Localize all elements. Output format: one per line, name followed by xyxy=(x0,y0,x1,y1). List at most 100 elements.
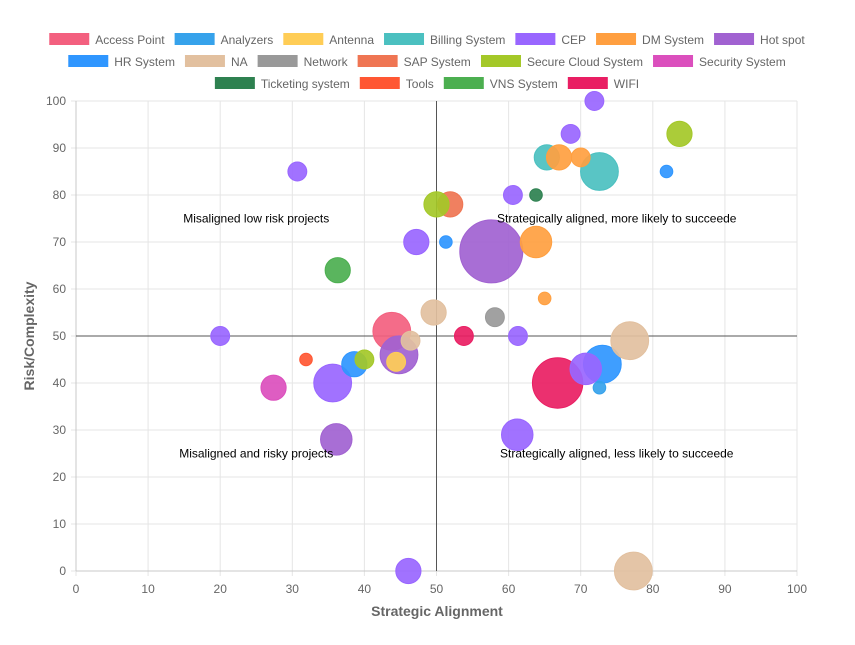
bubble-tools[interactable] xyxy=(299,352,313,367)
bubble-wifi[interactable] xyxy=(453,326,474,346)
bubble-hot-spot[interactable] xyxy=(459,219,524,284)
reference-lines xyxy=(76,101,797,571)
legend-label: CEP xyxy=(561,33,586,47)
bubble-cep[interactable] xyxy=(569,352,602,386)
legend-label: Access Point xyxy=(95,33,165,47)
legend-swatch xyxy=(443,77,484,89)
bubble-dm-system[interactable] xyxy=(519,225,553,259)
bubble-cep[interactable] xyxy=(508,326,528,346)
quadrant-label: Strategically aligned, less likely to su… xyxy=(500,447,734,461)
legend-label: HR System xyxy=(114,55,175,69)
y-tick-label: 100 xyxy=(46,94,66,108)
bubble-dm-system[interactable] xyxy=(570,147,591,168)
bubble-cep[interactable] xyxy=(502,185,523,205)
legend-label: Ticketing system xyxy=(261,77,350,91)
y-tick-label: 20 xyxy=(53,470,67,484)
bubble-hr-system[interactable] xyxy=(659,164,674,179)
bubble-analyzers[interactable] xyxy=(592,380,607,395)
tick-labels: 0 10 20 30 40 50 60 70 80 90 100 0 10 20 30 40 50 60 70 80 9… xyxy=(46,94,807,596)
legend-item-network[interactable]: Network xyxy=(257,55,349,69)
bubble-secure-cloud-system[interactable] xyxy=(423,191,450,218)
bubble-hr-system[interactable] xyxy=(439,235,453,249)
legend-item-ticketing-system[interactable]: Ticketing system xyxy=(214,77,350,91)
legend-item-security-system[interactable]: Security System xyxy=(653,55,786,69)
quadrant-label: Misaligned and risky projects xyxy=(179,447,333,461)
legend-item-access-point[interactable]: Access Point xyxy=(49,33,165,47)
y-tick-label: 70 xyxy=(53,235,67,249)
legend-swatch xyxy=(184,55,225,67)
x-tick-label: 100 xyxy=(787,582,807,596)
legend-item-vns-system[interactable]: VNS System xyxy=(443,77,558,91)
bubble-network[interactable] xyxy=(484,307,505,328)
y-tick-label: 50 xyxy=(53,329,67,343)
bubble-na[interactable] xyxy=(400,330,421,351)
bubble-na[interactable] xyxy=(613,551,653,591)
legend-item-tools[interactable]: Tools xyxy=(359,77,434,91)
y-axis-title: Risk/Complexity xyxy=(21,281,37,390)
legend-item-dm-system[interactable]: DM System xyxy=(596,33,704,47)
legend-swatch xyxy=(257,55,298,67)
x-tick-label: 90 xyxy=(718,582,732,596)
legend-swatch xyxy=(384,33,425,45)
legend-item-cep[interactable]: CEP xyxy=(515,33,586,47)
legend-item-analyzers[interactable]: Analyzers xyxy=(174,33,274,47)
bubble-na[interactable] xyxy=(610,321,650,361)
legend-item-hot-spot[interactable]: Hot spot xyxy=(714,33,805,47)
legend-label: Tools xyxy=(406,77,434,91)
legend-item-antenna[interactable]: Antenna xyxy=(283,33,374,47)
legend: Access Point Analyzers Antenna Billing Syst… xyxy=(49,33,805,91)
legend-swatch xyxy=(515,33,556,45)
bubble-hot-spot[interactable] xyxy=(320,423,353,456)
x-tick-label: 0 xyxy=(73,582,80,596)
legend-item-sap-system[interactable]: SAP System xyxy=(357,55,471,69)
y-tick-label: 0 xyxy=(59,564,66,578)
bubble-billing-system[interactable] xyxy=(580,152,619,191)
legend-label: NA xyxy=(231,55,248,69)
legend-label: DM System xyxy=(642,33,704,47)
bubble-cep[interactable] xyxy=(210,326,231,346)
bubble-dm-system[interactable] xyxy=(545,144,573,171)
bubble-dm-system[interactable] xyxy=(537,291,552,306)
bubble-cep[interactable] xyxy=(313,363,353,403)
bubble-cep[interactable] xyxy=(395,557,422,585)
x-tick-label: 10 xyxy=(141,582,155,596)
bubble-secure-cloud-system[interactable] xyxy=(666,120,693,147)
x-tick-label: 30 xyxy=(286,582,300,596)
y-tick-label: 90 xyxy=(53,141,67,155)
legend-label: Network xyxy=(304,55,349,69)
bubble-vns-system[interactable] xyxy=(324,257,351,284)
legend-label: Billing System xyxy=(430,33,505,47)
x-tick-label: 20 xyxy=(214,582,228,596)
quadrant-labels: Misaligned low risk projects Strategicall… xyxy=(179,212,737,461)
legend-swatch xyxy=(596,33,637,45)
bubble-na[interactable] xyxy=(420,299,447,326)
legend-label: WIFI xyxy=(614,77,639,91)
bubble-cep[interactable] xyxy=(501,418,534,451)
bubble-cep[interactable] xyxy=(560,123,581,144)
legend-item-na[interactable]: NA xyxy=(184,55,248,69)
legend-swatch xyxy=(68,55,109,67)
legend-item-hr-system[interactable]: HR System xyxy=(68,55,175,69)
bubbles xyxy=(210,91,693,591)
x-tick-label: 50 xyxy=(430,582,444,596)
y-tick-label: 30 xyxy=(53,423,67,437)
bubble-cep[interactable] xyxy=(584,91,605,111)
legend-swatch xyxy=(359,77,400,89)
bubble-ticketing-system[interactable] xyxy=(529,188,543,202)
x-tick-label: 70 xyxy=(574,582,588,596)
legend-swatch xyxy=(480,55,521,67)
legend-swatch xyxy=(174,33,215,45)
grid-lines xyxy=(71,100,798,576)
legend-item-billing-system[interactable]: Billing System xyxy=(384,33,505,47)
y-tick-label: 60 xyxy=(53,282,67,296)
legend-item-secure-cloud-system[interactable]: Secure Cloud System xyxy=(480,55,643,69)
legend-label: Antenna xyxy=(329,33,374,47)
bubble-cep[interactable] xyxy=(403,228,430,256)
x-axis-title: Strategic Alignment xyxy=(371,603,503,619)
bubble-security-system[interactable] xyxy=(260,374,287,401)
x-tick-label: 40 xyxy=(358,582,372,596)
legend-item-wifi[interactable]: WIFI xyxy=(567,77,639,91)
bubble-secure-cloud-system[interactable] xyxy=(354,349,375,370)
bubble-cep[interactable] xyxy=(287,161,308,182)
bubble-antenna[interactable] xyxy=(386,351,407,372)
